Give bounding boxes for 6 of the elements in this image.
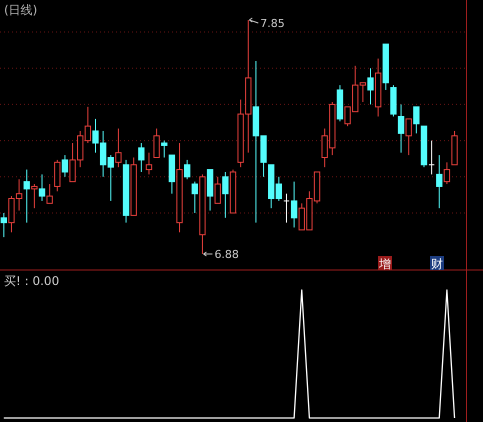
annotation: 6.88 <box>214 248 239 261</box>
annotation: 7.85 <box>260 17 285 30</box>
chart-title: 买! : 0.00 <box>4 274 60 288</box>
text: 增 <box>378 257 391 271</box>
chart-title: (日线) <box>4 3 38 17</box>
text: 财 <box>431 257 443 271</box>
